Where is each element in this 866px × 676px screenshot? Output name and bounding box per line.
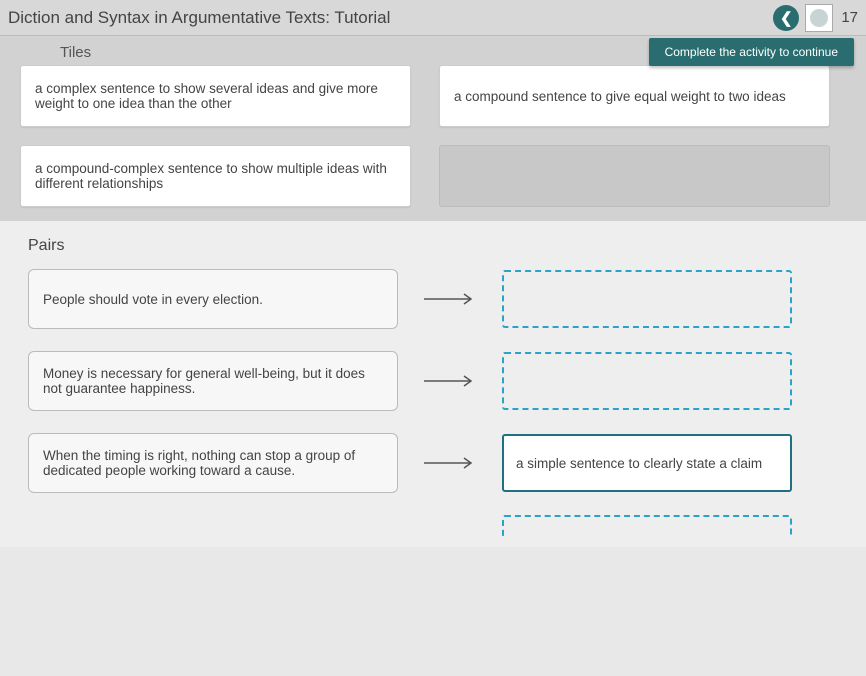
tiles-section: Tiles Complete the activity to continue … <box>0 36 866 221</box>
tile-grid: a complex sentence to show several ideas… <box>20 65 830 207</box>
pair-drop-slot[interactable] <box>502 352 792 410</box>
pairs-label: Pairs <box>28 237 846 255</box>
pairs-section: Pairs People should vote in every electi… <box>0 221 866 547</box>
pair-row: When the timing is right, nothing can st… <box>28 433 846 493</box>
top-right-controls: ❮ 17 <box>773 4 858 32</box>
pair-row: People should vote in every election. <box>28 269 846 329</box>
pair-row: Money is necessary for general well-bein… <box>28 351 846 411</box>
tile[interactable]: a compound-complex sentence to show mult… <box>20 145 411 207</box>
pair-drop-slot[interactable] <box>502 270 792 328</box>
tile-empty-slot <box>439 145 830 207</box>
chevron-left-icon: ❮ <box>780 9 793 27</box>
pair-drop-slot[interactable]: a simple sentence to clearly state a cla… <box>502 434 792 492</box>
pair-prompt: Money is necessary for general well-bein… <box>28 351 398 411</box>
page-title: Diction and Syntax in Argumentative Text… <box>8 8 390 28</box>
back-button[interactable]: ❮ <box>773 5 799 31</box>
pair-row-partial <box>28 515 846 537</box>
tile[interactable]: a compound sentence to give equal weight… <box>439 65 830 127</box>
arrow-icon <box>420 375 480 387</box>
top-bar: Diction and Syntax in Argumentative Text… <box>0 0 866 36</box>
progress-indicator[interactable] <box>805 4 833 32</box>
tile[interactable]: a complex sentence to show several ideas… <box>20 65 411 127</box>
pair-prompt: When the timing is right, nothing can st… <box>28 433 398 493</box>
arrow-icon <box>420 293 480 305</box>
pair-drop-slot[interactable] <box>502 515 792 537</box>
page-number: 17 <box>841 9 858 26</box>
pair-prompt: People should vote in every election. <box>28 269 398 329</box>
continue-banner: Complete the activity to continue <box>649 38 854 66</box>
progress-dot-icon <box>810 9 828 27</box>
arrow-icon <box>420 457 480 469</box>
